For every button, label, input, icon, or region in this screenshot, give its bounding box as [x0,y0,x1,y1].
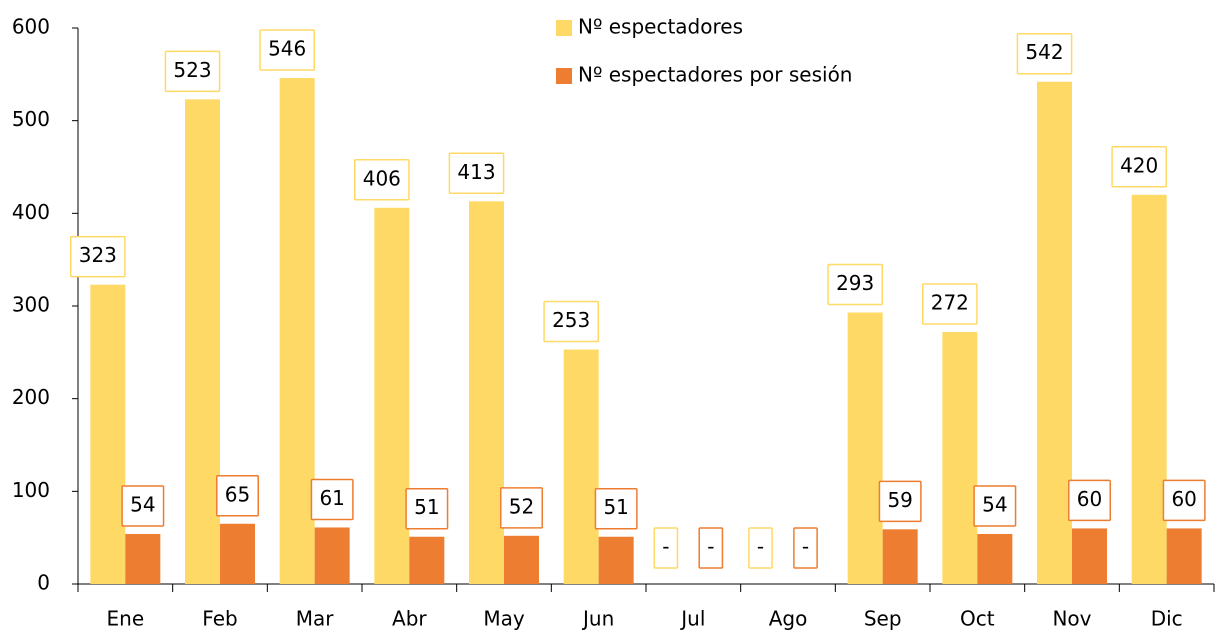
bar [1131,194,1167,585]
bar [374,207,410,585]
data-label: 54 [130,492,155,516]
data-label-box [69,235,126,278]
data-label-box [1068,479,1111,522]
y-tick-label: 0 [37,571,50,595]
data-label: - [802,535,809,559]
bar [598,536,634,584]
bar [314,527,350,584]
data-label: 293 [836,271,874,295]
data-label: 523 [173,58,211,82]
x-tick-label: Dic [1151,607,1183,631]
data-label-box [310,478,354,521]
data-label: 323 [79,243,117,267]
bar [469,201,504,584]
x-tick-label: Abr [392,607,427,631]
data-label: 54 [982,492,1007,516]
x-tick-label: Ene [107,607,145,631]
data-label-box [121,485,165,527]
data-label: 51 [414,495,439,519]
data-label-box [448,152,505,195]
bar [942,331,978,584]
bar [409,536,445,584]
x-tick-label: Feb [202,607,237,631]
data-label-box [973,485,1017,527]
bar [1166,528,1202,584]
bar [977,533,1013,584]
bar [1072,528,1107,584]
y-tick-label: 300 [12,293,50,317]
data-label: - [757,535,764,559]
data-label: 542 [1025,40,1063,64]
y-tick-label: 500 [12,107,50,131]
data-label-box [1162,479,1206,522]
data-label-box [878,480,922,523]
data-label: 60 [1171,487,1196,511]
data-label: 546 [268,37,306,61]
data-label: 406 [363,166,401,190]
data-label-box [259,29,316,71]
legend-swatch [556,68,572,84]
data-label-box [698,527,724,569]
bar [279,78,315,584]
data-label-box [1016,32,1073,75]
legend-swatch [556,20,572,36]
data-label-box [1111,146,1168,188]
x-tick-label: May [483,607,525,631]
bar [125,533,161,584]
data-label-box [216,475,259,517]
bar [563,349,599,584]
y-tick-label: 400 [12,200,50,224]
data-label: - [662,535,669,559]
data-label: 413 [457,160,495,184]
bar [882,529,918,584]
y-tick-label: 600 [12,15,50,39]
x-tick-label: Nov [1052,607,1091,631]
data-label: 52 [509,494,534,518]
data-label-box [543,300,600,343]
data-label: - [707,535,714,559]
data-label-box [353,159,410,201]
x-tick-label: Jul [679,607,705,631]
data-label-box [921,283,978,325]
data-label: 59 [887,488,912,512]
data-label: 253 [552,308,590,332]
x-tick-label: Sep [864,607,902,631]
x-tick-label: Mar [296,607,335,631]
data-label-box [405,487,449,530]
x-tick-label: Ago [769,607,808,631]
data-label: 61 [319,486,344,510]
bar [504,535,539,584]
bar [185,99,220,584]
bar [90,284,126,584]
data-label-box [827,263,884,306]
bar [1037,81,1072,584]
bar [220,523,255,584]
legend-label: Nº espectadores por sesión [578,63,852,87]
y-tick-label: 200 [12,385,50,409]
bar [847,312,883,584]
x-tick-label: Oct [960,607,995,631]
data-label-box [164,50,221,93]
data-label: 60 [1077,487,1102,511]
data-label-box [793,527,818,569]
data-label: 420 [1120,153,1158,177]
data-label: 65 [225,482,250,506]
data-label-box [594,487,638,530]
data-label: 51 [603,495,628,519]
y-tick-label: 100 [12,478,50,502]
data-label: 272 [931,290,969,314]
data-label-box [748,527,773,569]
x-tick-label: Jun [581,607,614,631]
legend-label: Nº espectadores [578,15,743,39]
data-label-box [653,527,679,569]
data-label-box [500,487,543,529]
